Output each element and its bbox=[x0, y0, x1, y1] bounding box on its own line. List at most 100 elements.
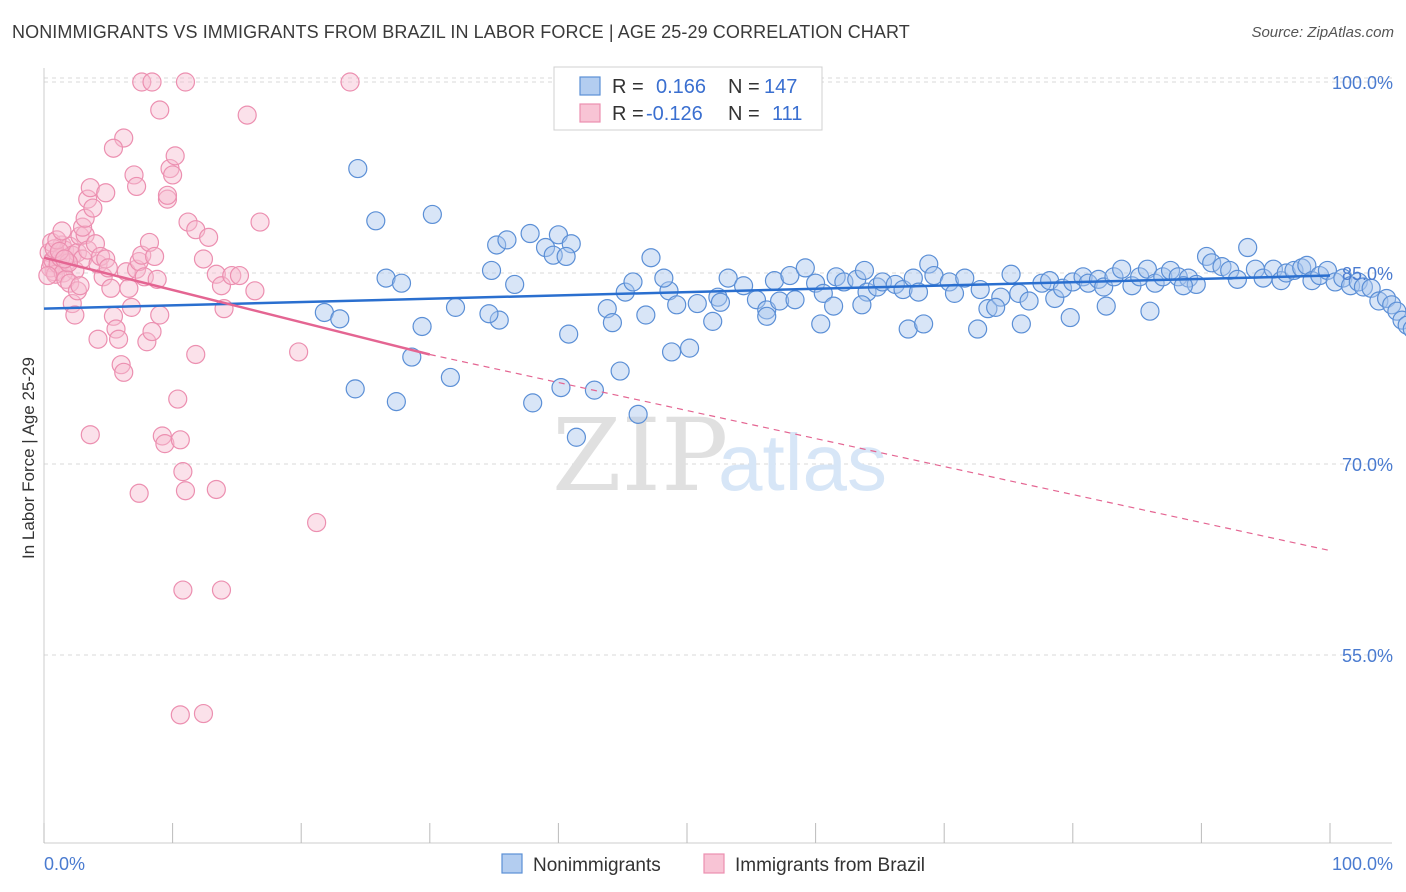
immigrants-brazil-point-82 bbox=[128, 177, 146, 195]
watermark-atlas: atlas bbox=[718, 418, 887, 507]
nonimmigrants-point-91 bbox=[1239, 239, 1257, 257]
immigrants-brazil-point-71 bbox=[164, 166, 182, 184]
nonimmigrants-point-28 bbox=[668, 296, 686, 314]
nonimmigrants-point-0 bbox=[349, 160, 367, 178]
nonimmigrants-point-120 bbox=[611, 362, 629, 380]
immigrants-brazil-point-73 bbox=[169, 390, 187, 408]
x-tick-label-0: 0.0% bbox=[44, 854, 85, 874]
nonimmigrants-point-142 bbox=[1097, 297, 1115, 315]
immigrants-brazil-point-101 bbox=[290, 343, 308, 361]
nonimmigrants-point-1 bbox=[367, 212, 385, 230]
nonimmigrants-point-118 bbox=[552, 379, 570, 397]
nonimmigrants-point-128 bbox=[567, 428, 585, 446]
nonimmigrants-point-47 bbox=[855, 261, 873, 279]
immigrants-brazil-point-74 bbox=[171, 431, 189, 449]
nonimmigrants-point-8 bbox=[447, 298, 465, 316]
immigrants-brazil-point-35 bbox=[71, 277, 89, 295]
y-axis-title: In Labor Force | Age 25-29 bbox=[19, 357, 38, 559]
immigrants-brazil-point-100 bbox=[341, 73, 359, 91]
nonimmigrants-point-127 bbox=[560, 325, 578, 343]
nonimmigrants-point-137 bbox=[812, 315, 830, 333]
immigrants-brazil-point-107 bbox=[207, 480, 225, 498]
nonimmigrants-point-9 bbox=[483, 261, 501, 279]
immigrants-brazil-point-108 bbox=[187, 345, 205, 363]
nonimmigrants-point-63 bbox=[1002, 265, 1020, 283]
legend-r-label-2: R = bbox=[612, 103, 644, 125]
legend-r-value-1: 0.166 bbox=[656, 76, 706, 98]
bottom-legend-nonimmigrants: Nonimmigrants bbox=[533, 855, 661, 876]
top-legend: R = 0.166 N = 147 R = -0.126 N = 111 bbox=[554, 67, 822, 130]
immigrants-brazil-point-72 bbox=[166, 147, 184, 165]
immigrants-brazil-point-109 bbox=[89, 330, 107, 348]
immigrants-brazil-point-96 bbox=[151, 101, 169, 119]
nonimmigrants-point-135 bbox=[853, 296, 871, 314]
immigrants-brazil-point-63 bbox=[143, 323, 161, 341]
nonimmigrants-point-122 bbox=[663, 343, 681, 361]
immigrants-brazil-point-64 bbox=[146, 247, 164, 265]
nonimmigrants-point-132 bbox=[1012, 315, 1030, 333]
nonimmigrants-point-65 bbox=[1020, 292, 1038, 310]
immigrants-brazil-point-92 bbox=[230, 267, 248, 285]
nonimmigrants-point-136 bbox=[704, 312, 722, 330]
immigrants-brazil-point-78 bbox=[130, 484, 148, 502]
legend-swatch-blue bbox=[580, 77, 600, 95]
nonimmigrants-point-90 bbox=[1228, 270, 1246, 288]
immigrants-brazil-point-89 bbox=[194, 250, 212, 268]
legend-r-value-2: -0.126 bbox=[646, 103, 703, 125]
nonimmigrants-point-117 bbox=[441, 368, 459, 386]
nonimmigrants-point-14 bbox=[521, 225, 539, 243]
immigrants-brazil-point-52 bbox=[115, 363, 133, 381]
scatter-chart: ZIP atlas 55.0%70.0%85.0%100.0%0.0% 100.0… bbox=[0, 0, 1406, 892]
nonimmigrants-point-23 bbox=[624, 273, 642, 291]
y-tick-label-1: 70.0% bbox=[1342, 455, 1393, 475]
nonimmigrants-point-44 bbox=[825, 297, 843, 315]
immigrants-brazil-point-75 bbox=[174, 463, 192, 481]
legend-r-label-1: R = bbox=[612, 76, 644, 98]
nonimmigrants-point-76 bbox=[1113, 260, 1131, 278]
nonimmigrants-point-124 bbox=[524, 394, 542, 412]
nonimmigrants-point-129 bbox=[480, 305, 498, 323]
immigrants-brazil-point-24 bbox=[39, 267, 57, 285]
legend-swatch-pink bbox=[580, 104, 600, 122]
nonimmigrants-point-25 bbox=[637, 306, 655, 324]
immigrants-brazil-point-93 bbox=[246, 282, 264, 300]
y-tick-label-3: 100.0% bbox=[1332, 73, 1393, 93]
nonimmigrants-point-29 bbox=[688, 295, 706, 313]
nonimmigrants-point-2 bbox=[423, 205, 441, 223]
immigrants-brazil-point-94 bbox=[251, 213, 269, 231]
legend-n-label-1: N = bbox=[728, 76, 760, 98]
immigrants-brazil-point-29 bbox=[53, 222, 71, 240]
legend-n-label-2: N = bbox=[728, 103, 760, 125]
nonimmigrants-point-21 bbox=[603, 314, 621, 332]
grid-lines bbox=[44, 78, 1392, 655]
bottom-legend-swatch-blue bbox=[502, 854, 522, 873]
immigrants-brazil-point-95 bbox=[238, 106, 256, 124]
immigrants-brazil-point-103 bbox=[212, 581, 230, 599]
nonimmigrants-point-40 bbox=[796, 259, 814, 277]
bottom-legend: Nonimmigrants Immigrants from Brazil bbox=[502, 854, 925, 876]
nonimmigrants-point-139 bbox=[987, 298, 1005, 316]
nonimmigrants-point-125 bbox=[387, 393, 405, 411]
nonimmigrants-point-121 bbox=[629, 405, 647, 423]
nonimmigrants-point-126 bbox=[346, 380, 364, 398]
immigrants-brazil-point-47 bbox=[102, 279, 120, 297]
immigrants-brazil-point-106 bbox=[194, 705, 212, 723]
immigrants-brazil-point-54 bbox=[120, 279, 138, 297]
immigrants-brazil-point-80 bbox=[104, 139, 122, 157]
bottom-legend-swatch-pink bbox=[704, 854, 724, 873]
immigrants-brazil-point-81 bbox=[97, 184, 115, 202]
nonimmigrants-point-24 bbox=[642, 249, 660, 267]
immigrants-brazil-point-104 bbox=[174, 581, 192, 599]
immigrants-brazil-points bbox=[39, 73, 359, 724]
immigrants-brazil-point-98 bbox=[143, 73, 161, 91]
nonimmigrants-point-141 bbox=[1141, 302, 1159, 320]
nonimmigrants-point-13 bbox=[498, 231, 516, 249]
nonimmigrants-point-19 bbox=[557, 247, 575, 265]
immigrants-brazil-point-105 bbox=[171, 706, 189, 724]
bottom-legend-immigrants-brazil: Immigrants from Brazil bbox=[735, 855, 925, 876]
nonimmigrants-point-131 bbox=[969, 320, 987, 338]
legend-n-value-1: 147 bbox=[764, 76, 797, 98]
immigrants-brazil-point-102 bbox=[308, 514, 326, 532]
nonimmigrants-point-134 bbox=[758, 307, 776, 325]
nonimmigrants-point-31 bbox=[711, 293, 729, 311]
